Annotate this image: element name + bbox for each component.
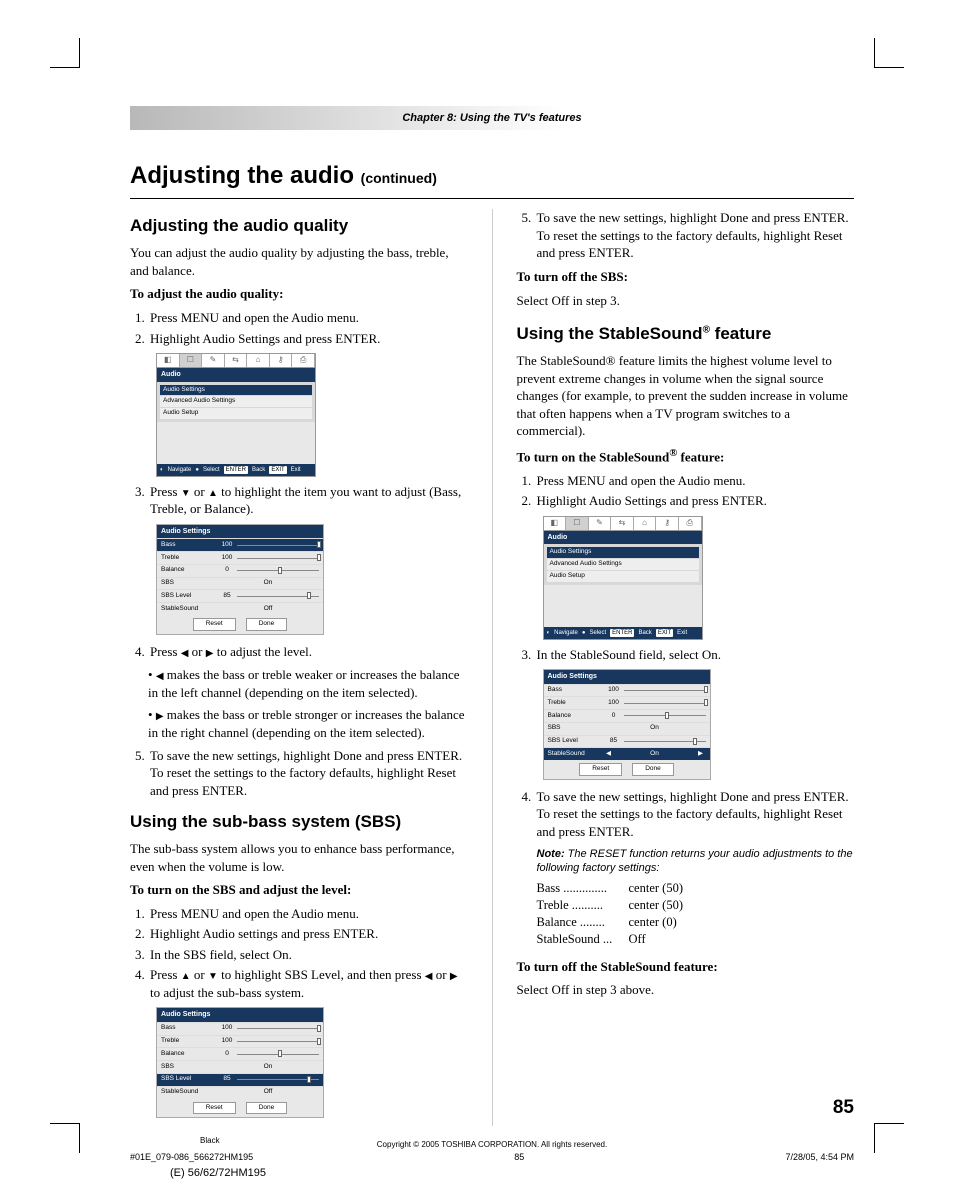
main-heading-cont: (continued): [361, 170, 437, 186]
para-ss: The StableSound® feature limits the high…: [517, 352, 855, 440]
factory-defaults-list: Bass ..............center (50) Treble ..…: [537, 880, 855, 948]
footer-meta: #01E_079-086_566272HM195 85 7/28/05, 4:5…: [130, 1151, 854, 1163]
page-number: 85: [833, 1095, 854, 1121]
heading-sbs: Using the sub-bass system (SBS): [130, 811, 468, 834]
para-quality: You can adjust the audio quality by adju…: [130, 244, 468, 279]
bullet-right-arrow: • ▶ makes the bass or treble stronger or…: [148, 706, 468, 741]
settings-figure-3: Audio Settings Bass100 Treble100 Balance…: [543, 669, 711, 780]
ss-step-1: Press MENU and open the Audio menu.: [535, 472, 855, 490]
menu-item-setup: Audio Setup: [160, 408, 312, 419]
sbs-step-1: Press MENU and open the Audio menu.: [148, 905, 468, 923]
footer-model: (E) 56/62/72HM195: [170, 1166, 266, 1181]
heading-audio-quality: Adjusting the audio quality: [130, 215, 468, 238]
copyright: Copyright © 2005 TOSHIBA CORPORATION. Al…: [130, 1140, 854, 1151]
settings-figure-2: Audio Settings Bass100 Treble100 Balance…: [156, 1007, 324, 1118]
settings-figure-1: Audio Settings Bass100 Treble100 Balance…: [156, 524, 324, 635]
step-5: To save the new settings, highlight Done…: [148, 747, 468, 800]
footer-black: Black: [200, 1136, 220, 1147]
label-adjust-quality: To adjust the audio quality:: [130, 285, 468, 303]
label-turn-on-sbs: To turn on the SBS and adjust the level:: [130, 881, 468, 899]
para-sbs-off: Select Off in step 3.: [517, 292, 855, 310]
ss-step-4: To save the new settings, highlight Done…: [535, 788, 855, 841]
step-3: Press ▼ or ▲ to highlight the item you w…: [148, 483, 468, 518]
ss-step-3: In the StableSound field, select On.: [535, 646, 855, 664]
sbs-step-4: Press ▲ or ▼ to highlight SBS Level, and…: [148, 966, 468, 1001]
note-reset: Note: The RESET function returns your au…: [537, 847, 855, 877]
para-ss-off: Select Off in step 3 above.: [517, 981, 855, 999]
label-turn-off-sbs: To turn off the SBS:: [517, 268, 855, 286]
step-4: Press ◀ or ▶ to adjust the level.: [148, 643, 468, 661]
menu-figure-2: ◧☐✎ ⇆⌂⚷⎙ Audio Audio Settings Advanced A…: [543, 516, 703, 640]
step-1: Press MENU and open the Audio menu.: [148, 309, 468, 327]
sbs-step-2: Highlight Audio settings and press ENTER…: [148, 925, 468, 943]
step-2: Highlight Audio Settings and press ENTER…: [148, 330, 468, 348]
ss-step-2: Highlight Audio Settings and press ENTER…: [535, 492, 855, 510]
heading-stablesound: Using the StableSound® feature: [517, 323, 855, 346]
page-title: Adjusting the audio (continued): [130, 160, 854, 192]
right-column: To save the new settings, highlight Done…: [517, 209, 855, 1126]
bullet-left-arrow: • ◀ makes the bass or treble weaker or i…: [148, 666, 468, 701]
label-turn-off-ss: To turn off the StableSound feature:: [517, 958, 855, 976]
label-turn-on-ss: To turn on the StableSound® feature:: [517, 446, 855, 466]
para-sbs: The sub-bass system allows you to enhanc…: [130, 840, 468, 875]
menu-header: Audio: [157, 368, 315, 381]
main-heading-text: Adjusting the audio: [130, 162, 354, 189]
left-column: Adjusting the audio quality You can adju…: [130, 209, 468, 1126]
menu-item-advanced: Advanced Audio Settings: [160, 396, 312, 407]
menu-figure-1: ◧☐✎ ⇆⌂⚷⎙ Audio Audio Settings Advanced A…: [156, 353, 316, 477]
menu-item-audio-settings: Audio Settings: [160, 385, 312, 396]
sbs-step-5: To save the new settings, highlight Done…: [535, 209, 855, 262]
chapter-banner: Chapter 8: Using the TV's features: [130, 106, 854, 130]
sbs-step-3: In the SBS field, select On.: [148, 946, 468, 964]
